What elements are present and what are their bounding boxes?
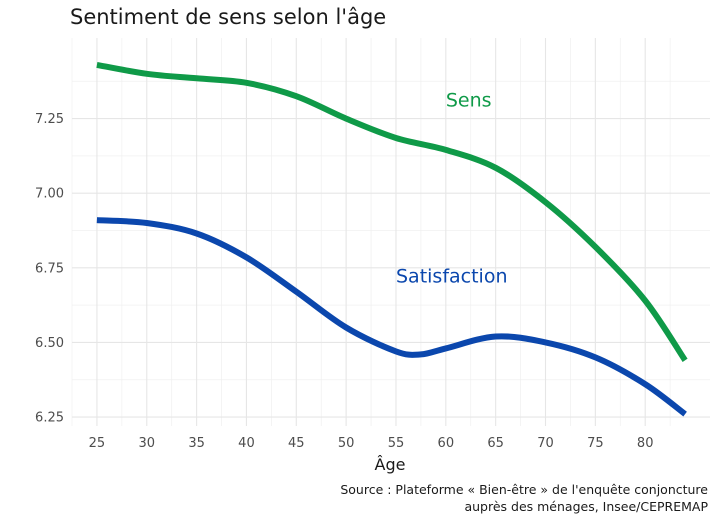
y-tick-label: 6.75 <box>35 261 64 276</box>
source-caption-line1: Source : Plateforme « Bien-être » de l'e… <box>340 482 708 497</box>
x-tick-label: 65 <box>487 436 504 451</box>
x-tick-label: 25 <box>89 436 106 451</box>
y-tick-label: 7.25 <box>35 112 64 127</box>
x-tick-label: 30 <box>138 436 155 451</box>
y-tick-label: 6.25 <box>35 411 64 426</box>
series-label-sens: Sens <box>446 90 492 112</box>
series-label-satisfaction: Satisfaction <box>396 266 508 288</box>
series-lines: Sens Satisfaction <box>96 61 688 417</box>
source-caption-line2: auprès des ménages, Insee/CEPREMAP <box>464 499 708 514</box>
x-tick-label: 35 <box>188 436 205 451</box>
x-tick-label: 55 <box>388 436 405 451</box>
x-tick-label: 45 <box>288 436 305 451</box>
chart-title: Sentiment de sens selon l'âge <box>70 5 386 29</box>
x-tick-label: 80 <box>637 436 654 451</box>
x-tick-label: 40 <box>238 436 255 451</box>
x-tick-label: 50 <box>338 436 355 451</box>
y-tick-label: 7.00 <box>35 187 64 202</box>
x-tick-label: 70 <box>537 436 554 451</box>
tick-labels: 25 30 35 40 45 50 55 60 65 70 75 80 6.25 6.50 6.75 7.00… <box>35 112 653 451</box>
x-tick-label: 75 <box>587 436 604 451</box>
y-tick-label: 6.50 <box>35 336 64 351</box>
x-tick-label: 60 <box>438 436 455 451</box>
x-axis-title: Âge <box>375 455 406 474</box>
series-line-sens <box>96 61 688 362</box>
gridlines <box>71 38 710 426</box>
series-line-satisfaction <box>96 217 687 417</box>
